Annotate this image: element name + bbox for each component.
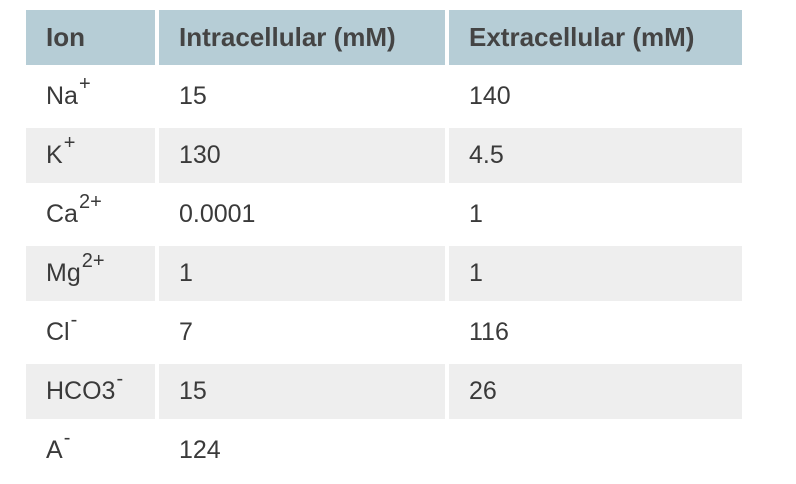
ion-cell: K + [26, 128, 155, 183]
intracellular-value: 130 [159, 128, 445, 183]
intracellular-value: 0.0001 [159, 187, 445, 242]
ion-cell: A- [26, 423, 155, 478]
ion-charge: - [116, 368, 124, 390]
ion-charge: 2+ [81, 250, 105, 272]
ion-charge: - [63, 427, 71, 449]
ion-charge: + [78, 73, 91, 95]
table-row: Cl - 7 116 [26, 305, 742, 360]
ion-symbol: A [46, 436, 63, 464]
ion-cell: Na + [26, 69, 155, 124]
header-intracellular: Intracellular (mM) [159, 10, 445, 65]
header-extracellular: Extracellular (mM) [449, 10, 742, 65]
ion-symbol: K [46, 141, 63, 169]
table-row: Na + 15 140 [26, 69, 742, 124]
ion-symbol: Mg [46, 259, 81, 287]
ion-cell: Cl - [26, 305, 155, 360]
ion-symbol: Na [46, 82, 78, 110]
ion-charge: - [70, 309, 78, 331]
ion-symbol: HCO3 [46, 377, 116, 405]
extracellular-value: 140 [449, 69, 742, 124]
table-row: K + 130 4.5 [26, 128, 742, 183]
ion-concentration-table: Ion Intracellular (mM) Extracellular (mM… [26, 10, 742, 482]
extracellular-value: 4.5 [449, 128, 742, 183]
ion-symbol: Cl [46, 318, 70, 346]
table-row: A- 124 [26, 423, 742, 478]
extracellular-value: 1 [449, 187, 742, 242]
ion-charge: 2+ [78, 191, 102, 213]
intracellular-value: 15 [159, 364, 445, 419]
intracellular-value: 7 [159, 305, 445, 360]
table-header-row: Ion Intracellular (mM) Extracellular (mM… [26, 10, 742, 65]
table-row: Mg 2+ 1 1 [26, 246, 742, 301]
table-row: HCO3- 15 26 [26, 364, 742, 419]
ion-cell: HCO3- [26, 364, 155, 419]
header-ion: Ion [26, 10, 155, 65]
ion-symbol: Ca [46, 200, 78, 228]
ion-charge: + [63, 132, 76, 154]
intracellular-value: 124 [159, 423, 445, 478]
extracellular-value [449, 423, 742, 478]
extracellular-value: 1 [449, 246, 742, 301]
ion-cell: Ca 2+ [26, 187, 155, 242]
table-row: Ca 2+ 0.0001 1 [26, 187, 742, 242]
intracellular-value: 1 [159, 246, 445, 301]
intracellular-value: 15 [159, 69, 445, 124]
extracellular-value: 116 [449, 305, 742, 360]
extracellular-value: 26 [449, 364, 742, 419]
ion-cell: Mg 2+ [26, 246, 155, 301]
